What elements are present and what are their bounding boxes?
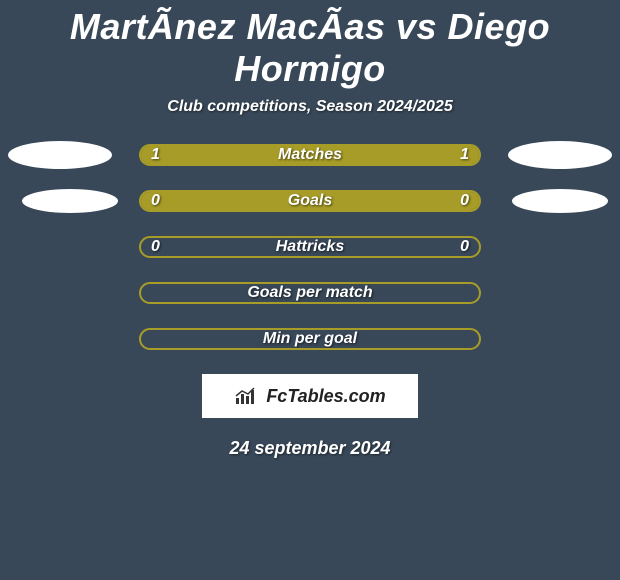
stat-value-right: 0 [460,192,469,210]
stat-value-right: 0 [460,238,469,256]
player-marker-right [512,189,608,213]
stat-row: 1 Matches 1 [0,144,620,166]
page-title: MartÃ­nez MacÃ­as vs Diego Hormigo [0,2,620,98]
stat-row: 0 Goals 0 [0,190,620,212]
stat-bar: Min per goal [139,328,481,350]
bar-fill-left [141,192,310,210]
stat-bar: 0 Hattricks 0 [139,236,481,258]
bar-fill-right [310,192,479,210]
comparison-infographic: MartÃ­nez MacÃ­as vs Diego Hormigo Club … [0,0,620,459]
stat-bar: Goals per match [139,282,481,304]
stat-row: Goals per match [0,282,620,304]
stat-row: 0 Hattricks 0 [0,236,620,258]
stat-label: Hattricks [276,238,344,256]
stat-label: Matches [278,146,342,164]
logo-box: FcTables.com [202,374,418,418]
stat-value-right: 1 [460,146,469,164]
player-marker-left [22,189,118,213]
stat-label: Min per goal [263,330,357,348]
date-text: 24 september 2024 [0,418,620,459]
stat-label: Goals per match [247,284,372,302]
stat-value-left: 0 [151,192,160,210]
stat-label: Goals [288,192,332,210]
stat-bar: 1 Matches 1 [139,144,481,166]
player-marker-right [508,141,612,169]
stat-row: Min per goal [0,328,620,350]
player-marker-left [8,141,112,169]
bar-chart-icon [234,386,260,406]
page-subtitle: Club competitions, Season 2024/2025 [0,98,620,144]
stat-rows: 1 Matches 1 0 Goals 0 0 Hattricks 0 Goals per mat… [0,144,620,350]
logo-text: FcTables.com [266,386,385,407]
stat-value-left: 1 [151,146,160,164]
stat-bar: 0 Goals 0 [139,190,481,212]
stat-value-left: 0 [151,238,160,256]
